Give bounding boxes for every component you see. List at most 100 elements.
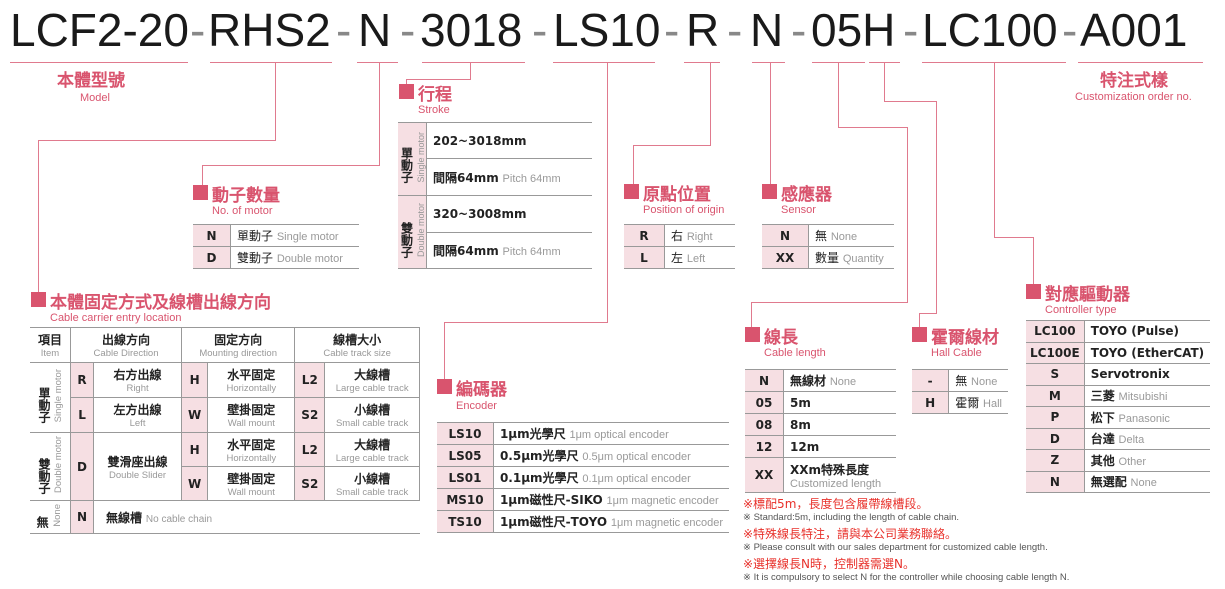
option-code: M bbox=[1026, 384, 1085, 407]
option-description: 右 Right bbox=[664, 224, 735, 247]
sensor-subtitle: Sensor bbox=[781, 204, 816, 216]
option-description: 12m bbox=[783, 435, 896, 458]
motor-title: 動子數量 bbox=[212, 186, 280, 206]
note-1-en: ※ Standard:5m, including the length of c… bbox=[743, 512, 960, 523]
hall-row: H 霍爾 Hall bbox=[912, 391, 1008, 414]
cable-length-row: XX XXm特殊長度 Customized length bbox=[745, 457, 896, 493]
option-description: 無線材 None bbox=[783, 369, 896, 392]
option-description: 左 Left bbox=[664, 246, 735, 269]
option-code: H bbox=[912, 391, 950, 414]
stroke-double-range: 320~3008mm bbox=[426, 195, 592, 233]
carrier-code-R: R bbox=[69, 362, 95, 398]
encoder-table: LS10 1μm光學尺 1μm optical encoder LS05 0.5μm光… bbox=[437, 422, 729, 533]
option-code: D bbox=[1026, 427, 1085, 450]
option-code: 05 bbox=[745, 391, 784, 414]
origin-title: 原點位置 bbox=[643, 185, 711, 205]
cable-length-row: 05 5m bbox=[745, 391, 896, 414]
carrier-code-H: H bbox=[181, 362, 209, 398]
option-code: LS05 bbox=[437, 444, 494, 467]
carrier-option-small: 小線槽 Small cable track bbox=[324, 466, 420, 501]
carrier-option-large: 大線槽 Large cable track bbox=[324, 362, 420, 398]
code-motor: N bbox=[358, 4, 392, 56]
controller-row: Z 其他 Other bbox=[1026, 449, 1211, 472]
custom-title: 特注式樣 bbox=[1100, 71, 1168, 91]
code-model: LCF2-20 bbox=[10, 4, 189, 56]
encoder-title: 編碼器 bbox=[456, 380, 507, 400]
carrier-code-W: W bbox=[181, 466, 209, 501]
note-3-zh: ※選擇線長N時，控制器需選N。 bbox=[743, 557, 916, 571]
carrier-header-size: 線槽大小 Cable track size bbox=[294, 327, 420, 363]
carrier-code-N: N bbox=[69, 500, 95, 534]
sensor-title: 感應器 bbox=[781, 185, 832, 205]
carrier-code-H: H bbox=[181, 432, 209, 467]
option-code: N bbox=[193, 224, 231, 247]
carrier-option-right: 右方出線 Right bbox=[93, 362, 183, 398]
code-custom: A001 bbox=[1080, 4, 1188, 56]
origin-subtitle: Position of origin bbox=[643, 204, 725, 216]
stroke-single-range: 202~3018mm bbox=[426, 122, 592, 159]
option-code: LS01 bbox=[437, 466, 494, 489]
option-code: R bbox=[624, 224, 665, 247]
code-sensor: N bbox=[750, 4, 784, 56]
underline bbox=[684, 62, 720, 63]
code-separator: - bbox=[791, 4, 807, 56]
carrier-option-wall: 壁掛固定 Wall mount bbox=[207, 466, 296, 501]
option-code: P bbox=[1026, 406, 1085, 429]
motor-row: D 雙動子 Double motor bbox=[193, 246, 359, 269]
encoder-row: LS05 0.5μm光學尺 0.5μm optical encoder bbox=[437, 444, 729, 467]
option-description: 5m bbox=[783, 391, 896, 414]
option-code: TS10 bbox=[437, 510, 494, 533]
option-code: LS10 bbox=[437, 422, 494, 445]
option-description: TOYO (EtherCAT) bbox=[1084, 341, 1211, 364]
code-separator: - bbox=[190, 4, 206, 56]
hall-row: -無 None bbox=[912, 369, 1008, 392]
stroke-single-label: 單動子 Single motor bbox=[398, 122, 427, 196]
custom-subtitle: Customization order no. bbox=[1075, 91, 1192, 103]
carrier-option-left: 左方出線 Left bbox=[93, 397, 183, 433]
option-description: Servotronix bbox=[1084, 363, 1211, 386]
hall-table: -無 None H 霍爾 Hall bbox=[912, 369, 1008, 414]
code-separator: - bbox=[532, 4, 548, 56]
option-code: Z bbox=[1026, 449, 1085, 472]
carrier-code-L2: L2 bbox=[294, 432, 326, 467]
cable-length-row: 12 12m bbox=[745, 435, 896, 458]
carrier-table: 項目 Item 出線方向 Cable Direction 固定方向 Mounting … bbox=[30, 327, 420, 534]
carrier-title: 本體固定方式及線槽出線方向 bbox=[50, 293, 271, 313]
hall-subtitle: Hall Cable bbox=[931, 347, 982, 359]
option-code: N bbox=[762, 224, 809, 247]
section-marker bbox=[31, 292, 46, 307]
carrier-subtitle: Cable carrier entry location bbox=[50, 312, 182, 324]
carrier-code-S2: S2 bbox=[294, 397, 326, 433]
carrier-code-D: D bbox=[69, 432, 95, 501]
encoder-row: MS10 1μm磁性尺-SIKO 1μm magnetic encoder bbox=[437, 488, 729, 511]
option-code: S bbox=[1026, 363, 1085, 386]
stroke-single-pitch: 間隔64mm Pitch 64mm bbox=[426, 158, 592, 196]
controller-row: D 台達 Delta bbox=[1026, 427, 1211, 450]
option-code: N bbox=[745, 369, 784, 392]
section-marker bbox=[1026, 284, 1041, 299]
code-separator: - bbox=[727, 4, 743, 56]
carrier-header-item: 項目 Item bbox=[30, 327, 71, 363]
carrier-code-S2: S2 bbox=[294, 466, 326, 501]
carrier-header-mounting: 固定方向 Mounting direction bbox=[181, 327, 296, 363]
option-description: 數量 Quantity bbox=[808, 246, 894, 269]
option-code: - bbox=[912, 369, 950, 392]
carrier-option-none: 無線槽 No cable chain bbox=[93, 500, 420, 534]
code-separator: - bbox=[400, 4, 416, 56]
option-description: 1μm光學尺 1μm optical encoder bbox=[493, 422, 729, 445]
carrier-option-horizontal: 水平固定 Horizontally bbox=[207, 432, 296, 467]
underline bbox=[1078, 62, 1203, 63]
controller-subtitle: Controller type bbox=[1045, 304, 1117, 316]
option-description: 1μm磁性尺-TOYO 1μm magnetic encoder bbox=[493, 510, 729, 533]
option-description: 0.1μm光學尺 0.1μm optical encoder bbox=[493, 466, 729, 489]
option-description: 台達 Delta bbox=[1084, 427, 1211, 450]
carrier-option-horizontal: 水平固定 Horizontally bbox=[207, 362, 296, 398]
cable-length-table: N 無線材 None 05 5m 08 8m 12 12m XX XXm特殊長度 Customize… bbox=[745, 369, 896, 493]
stroke-subtitle: Stroke bbox=[418, 104, 450, 116]
section-marker bbox=[193, 185, 208, 200]
encoder-row: TS10 1μm磁性尺-TOYO 1μm magnetic encoder bbox=[437, 510, 729, 533]
encoder-row: LS01 0.1μm光學尺 0.1μm optical encoder bbox=[437, 466, 729, 489]
carrier-code-L2: L2 bbox=[294, 362, 326, 398]
